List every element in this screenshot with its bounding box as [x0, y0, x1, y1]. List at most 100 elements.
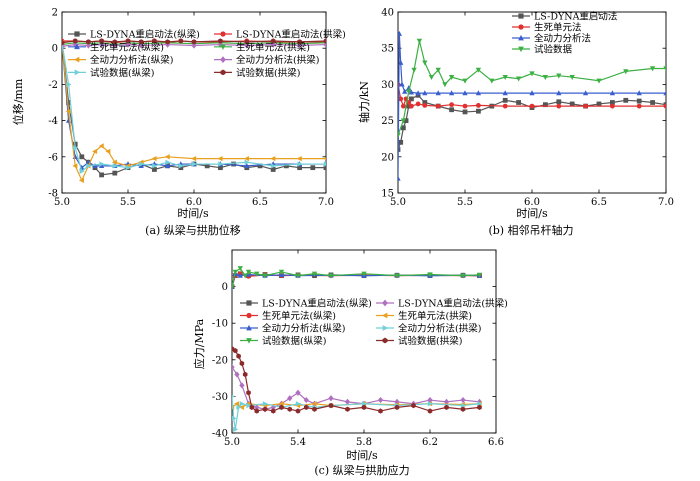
data-point	[287, 395, 293, 402]
data-point	[270, 38, 276, 44]
data-point	[409, 96, 414, 102]
data-point	[402, 88, 408, 94]
data-point	[165, 39, 170, 45]
data-point	[361, 401, 367, 407]
y-tick-label: -40	[212, 429, 228, 440]
data-point	[649, 66, 656, 72]
data-point	[178, 163, 184, 169]
y-tick-label: 35	[381, 44, 394, 55]
legend-label: LS-DYNA重启动法(拱梁)	[236, 29, 346, 41]
data-point	[442, 82, 448, 88]
y-tick-label: 40	[381, 8, 394, 19]
legend-marker	[74, 69, 81, 76]
data-point	[254, 404, 260, 411]
data-point	[556, 90, 562, 96]
data-point	[449, 102, 454, 108]
data-point	[295, 401, 301, 407]
data-point	[270, 155, 276, 162]
data-point	[361, 404, 367, 411]
data-point	[311, 401, 317, 407]
data-point	[237, 272, 243, 278]
legend-marker	[220, 44, 226, 50]
data-point	[328, 395, 334, 402]
data-point	[460, 273, 466, 279]
legend-label: 生死单元法(拱梁)	[398, 310, 472, 322]
series-line	[232, 272, 480, 287]
data-point	[398, 175, 401, 181]
data-point	[427, 408, 433, 414]
data-point	[237, 266, 243, 272]
data-point	[65, 108, 71, 115]
data-point	[476, 102, 481, 108]
data-point	[435, 103, 441, 109]
data-point	[400, 125, 406, 131]
data-point	[236, 404, 242, 411]
y-axis-label: 位移/mm	[11, 78, 25, 125]
data-point	[609, 90, 616, 96]
data-point	[246, 390, 251, 396]
data-point	[460, 396, 466, 404]
data-point	[296, 155, 302, 162]
data-point	[400, 118, 406, 124]
legend-marker	[518, 24, 524, 30]
legend-marker	[382, 299, 388, 307]
data-point	[218, 165, 223, 171]
data-point	[239, 401, 245, 407]
series-group	[398, 30, 666, 181]
data-point	[98, 143, 104, 149]
data-point	[610, 103, 615, 109]
chart-caption: (a) 纵梁与拱肋位移	[145, 223, 241, 237]
legend: LS-DYNA重启动法(纵梁) LS-DYNA重启动法(拱梁) 生死单元法(纵梁) 生…	[240, 298, 508, 347]
series-line	[62, 40, 326, 44]
y-tick-label: -30	[212, 392, 228, 403]
data-point	[311, 271, 318, 277]
series-line	[398, 40, 666, 136]
data-point	[270, 167, 276, 172]
x-tick-label: 5.0	[224, 437, 240, 448]
data-point	[663, 90, 666, 96]
legend-label: 试验数据(拱梁)	[236, 67, 300, 79]
data-point	[99, 161, 105, 167]
legend-label: 试验数据	[534, 44, 573, 56]
data-point	[295, 273, 301, 279]
chart-c: 5.0 5.4 5.8 6.2 6.6 -40 -30 -20 -10 0 LS-DYNA重启动法(…	[192, 249, 508, 477]
data-point	[427, 401, 433, 407]
x-tick-label: 5.4	[290, 437, 306, 448]
legend-marker	[518, 34, 524, 41]
data-point	[165, 159, 171, 165]
data-point	[236, 353, 241, 359]
data-point	[125, 38, 131, 44]
y-tick-label: 2	[52, 8, 58, 19]
data-point	[443, 398, 450, 406]
legend-label: LS-DYNA重启动法	[534, 11, 617, 23]
data-point	[73, 145, 79, 151]
data-point	[328, 273, 334, 279]
legend-marker	[518, 46, 524, 53]
data-point	[475, 67, 482, 73]
data-point	[164, 162, 171, 169]
x-tick-label: 6.6	[488, 437, 504, 448]
data-point	[164, 154, 170, 160]
data-point	[239, 382, 245, 389]
data-point	[422, 60, 428, 66]
legend-marker	[382, 325, 389, 331]
data-point	[262, 401, 268, 407]
legend-marker	[518, 13, 524, 19]
data-point	[232, 394, 235, 398]
data-point	[234, 401, 240, 407]
data-point	[262, 406, 268, 412]
data-point	[244, 159, 250, 165]
data-point	[361, 271, 367, 277]
data-point	[515, 76, 522, 82]
y-tick-label: 0	[222, 282, 228, 293]
data-point	[231, 161, 236, 167]
data-point	[344, 398, 351, 406]
data-point	[323, 157, 326, 161]
legend-marker	[246, 312, 252, 319]
legend-label: 试验数据(纵梁)	[90, 67, 154, 79]
data-point	[378, 408, 383, 414]
data-point	[529, 103, 535, 109]
data-point	[62, 40, 65, 46]
data-point	[138, 39, 144, 45]
data-point	[278, 269, 285, 275]
